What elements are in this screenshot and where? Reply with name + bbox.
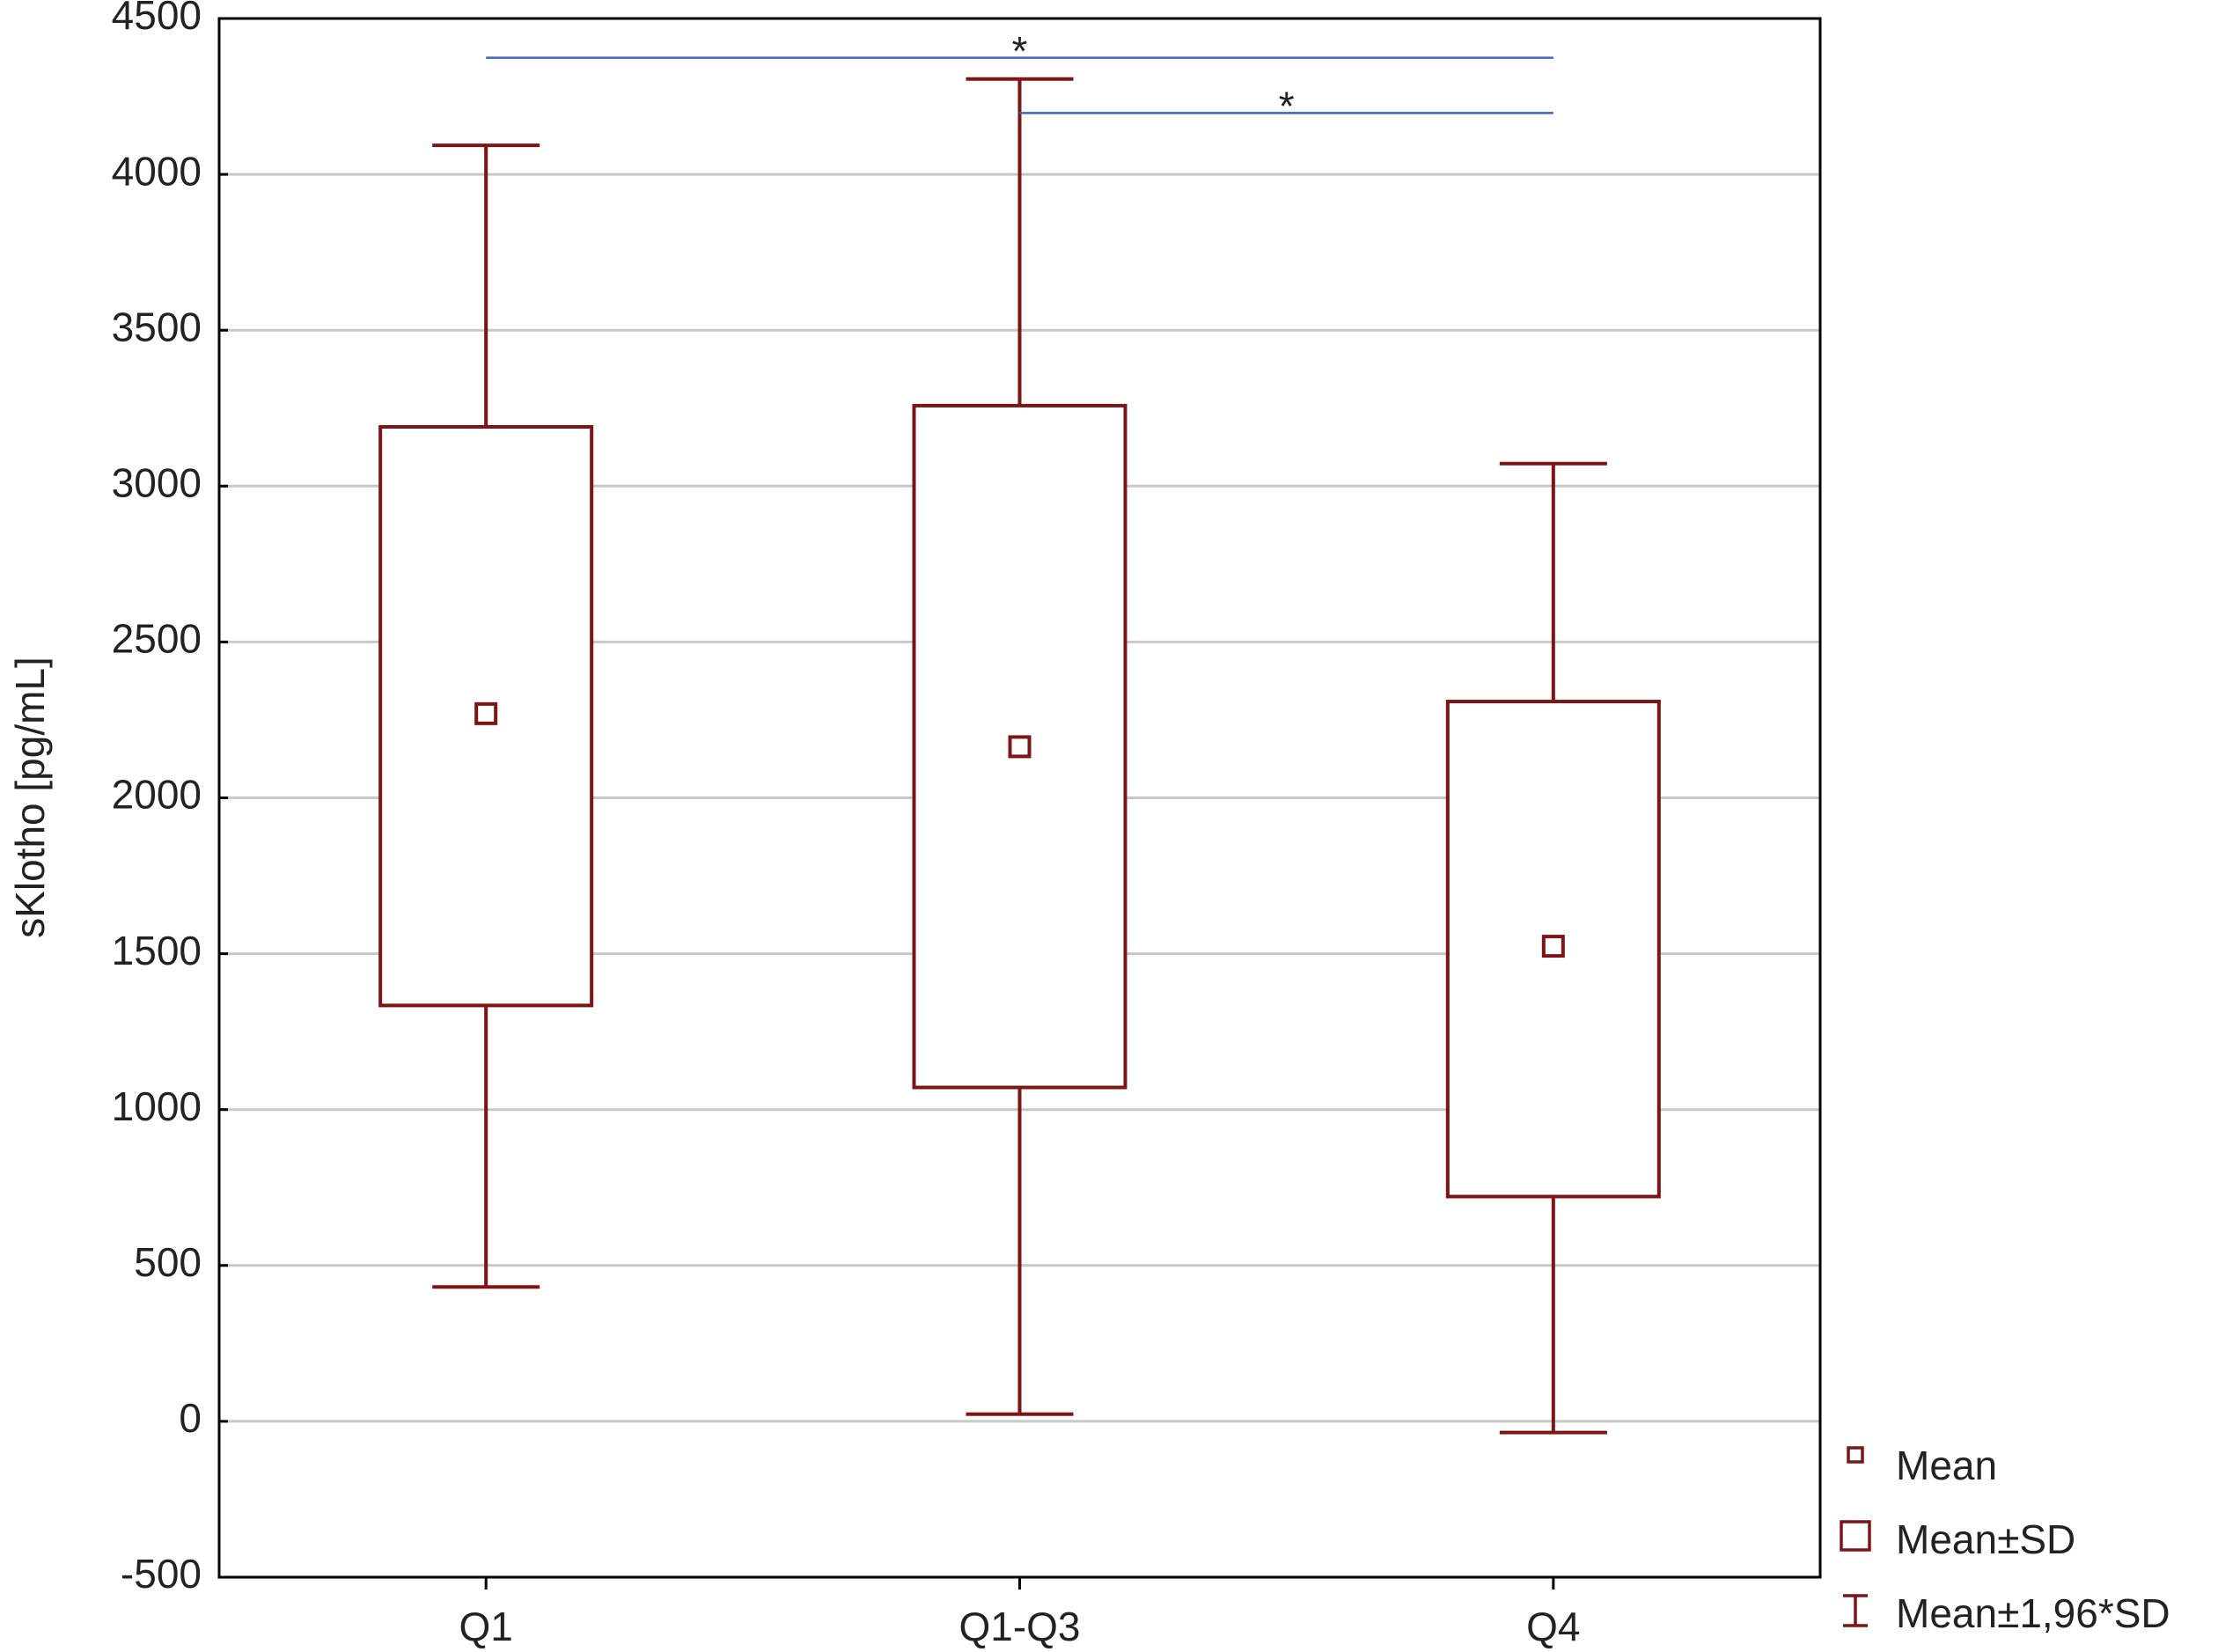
y-tick-label: 1000 [112,1083,202,1129]
mean-marker [1008,735,1032,759]
x-tick-label: Q1-Q3 [958,1604,1080,1649]
mean-marker [1541,935,1565,958]
y-tick-label: 3500 [112,304,202,349]
significance-mark: * [1279,83,1295,128]
legend-label: Mean [1896,1443,1997,1488]
legend-label: Mean±1,96*SD [1896,1590,2170,1636]
y-tick-label: 500 [134,1239,202,1285]
y-tick-label: 4000 [112,148,202,194]
y-axis-label: sKlotho [pg/mL] [7,657,53,938]
x-tick-label: Q4 [1526,1604,1580,1649]
y-tick-label: 3000 [112,459,202,505]
y-tick-label: 2000 [112,772,202,818]
y-tick-label: 1500 [112,928,202,973]
legend-label: Mean±SD [1896,1516,2075,1562]
mean-marker [474,701,498,725]
y-tick-label: 2500 [112,616,202,662]
y-tick-label: 4500 [112,0,202,38]
legend-symbol-sd [1840,1520,1871,1552]
y-tick-label: -500 [121,1551,202,1597]
significance-mark: * [1012,28,1028,74]
y-tick-label: 0 [179,1395,202,1441]
x-tick-label: Q1 [459,1604,512,1649]
legend-symbol-mean [1847,1446,1864,1464]
